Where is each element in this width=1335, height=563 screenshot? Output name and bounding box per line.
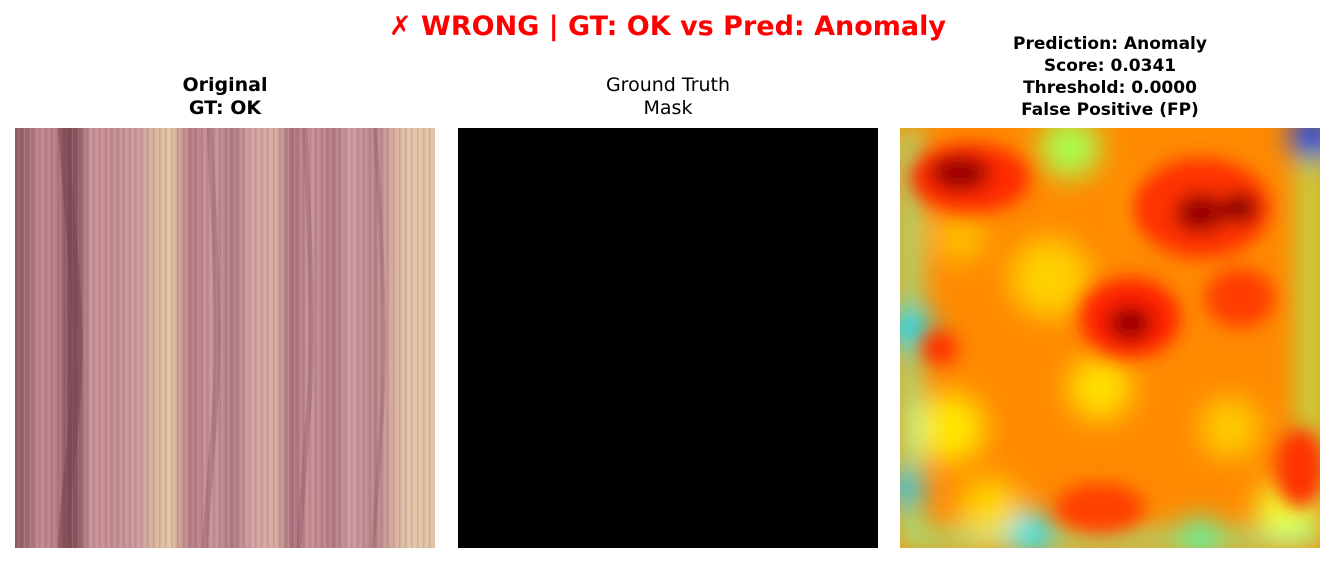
prediction-title-line-3: Threshold: 0.0000 xyxy=(1023,78,1197,98)
heatmap-svg xyxy=(900,128,1320,548)
ground-truth-title: Ground Truth Mask xyxy=(458,74,878,120)
original-image xyxy=(15,128,435,548)
wood-texture-image xyxy=(15,128,435,548)
original-title: Original GT: OK xyxy=(15,74,435,120)
prediction-title: Prediction: Anomaly Score: 0.0341 Thresh… xyxy=(900,33,1320,121)
prediction-title-line-1: Prediction: Anomaly xyxy=(1013,34,1207,54)
original-title-line-1: Original xyxy=(182,74,268,96)
prediction-title-line-4: False Positive (FP) xyxy=(1021,100,1199,120)
ground-truth-mask-image xyxy=(458,128,878,548)
prediction-heatmap-image xyxy=(900,128,1320,548)
prediction-title-line-2: Score: 0.0341 xyxy=(1043,56,1177,76)
ground-truth-title-line-2: Mask xyxy=(643,97,693,119)
original-title-line-2: GT: OK xyxy=(188,97,262,119)
ground-truth-title-line-1: Ground Truth xyxy=(605,74,731,96)
figure-suptitle: ✗ WRONG | GT: OK vs Pred: Anomaly xyxy=(389,11,946,42)
